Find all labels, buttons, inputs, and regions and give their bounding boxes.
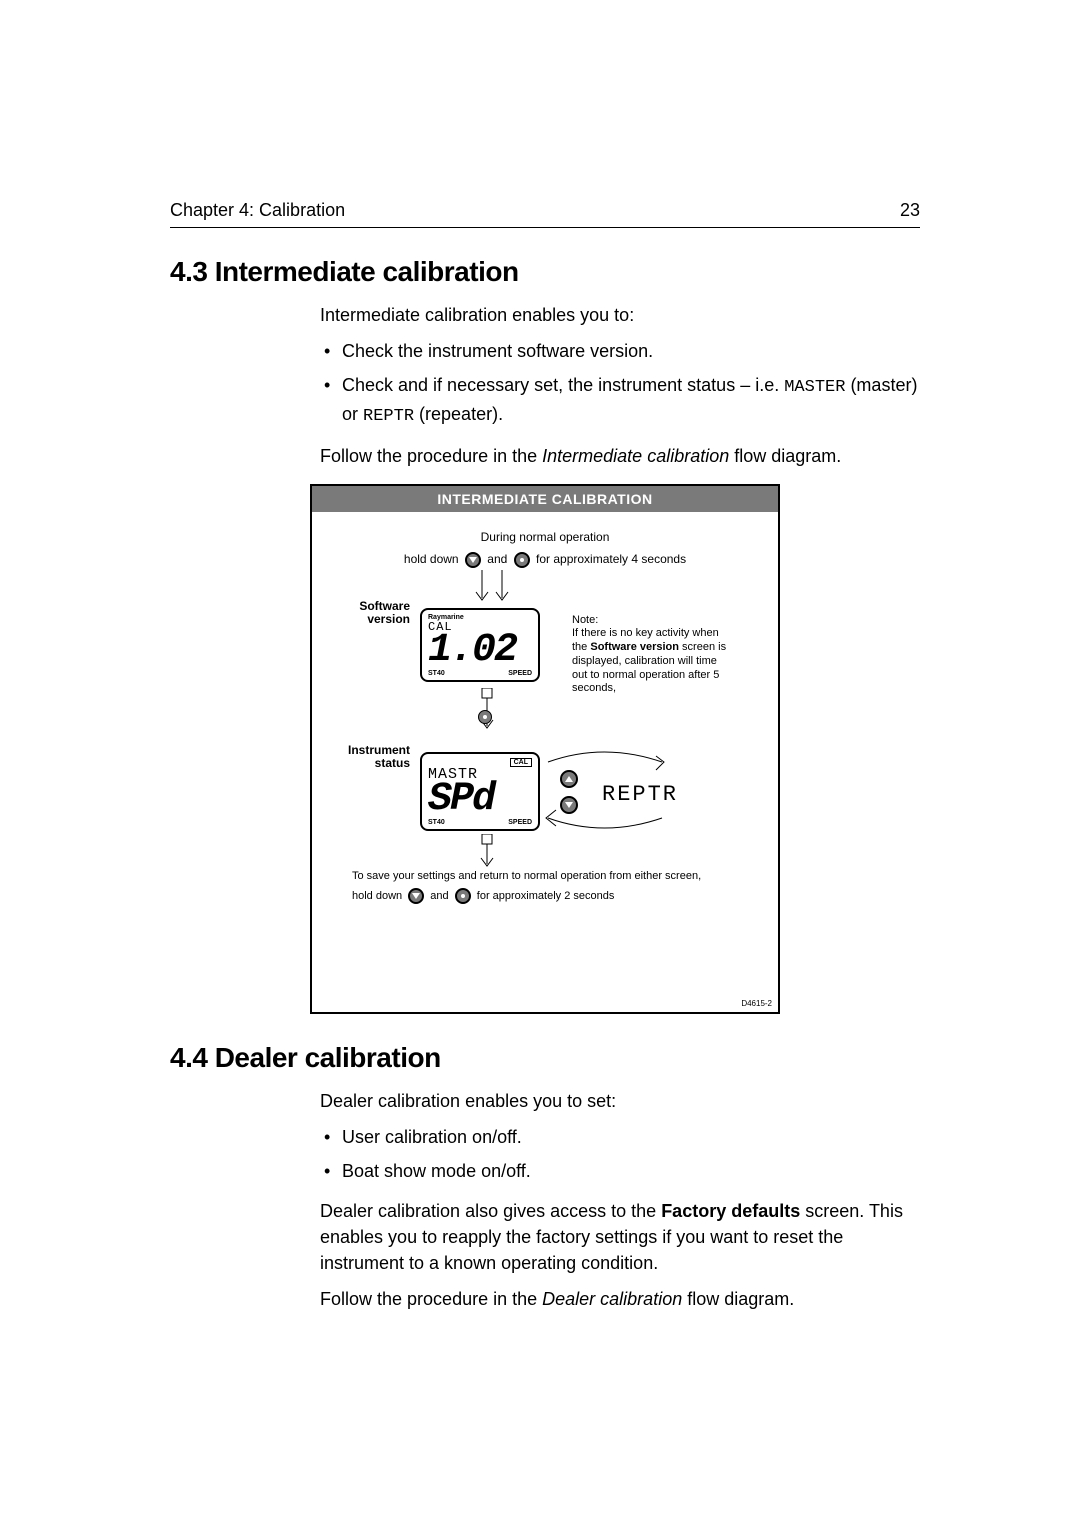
intermediate-calibration-diagram: INTERMEDIATE CALIBRATION During normal o… [310,484,780,1014]
save-post: for approximately 2 seconds [477,889,615,901]
section-4-4-intro: Dealer calibration enables you to set: [320,1088,920,1114]
diagram-hold-line: hold down and for approximately 4 second… [312,552,778,568]
diagram-body: During normal operation hold down and fo… [312,512,778,1012]
diagram-id: D4615-2 [741,999,772,1008]
page-header: Chapter 4: Calibration 23 [170,200,920,228]
arrow-3 [472,834,502,870]
list-item: Boat show mode on/off. [342,1158,920,1184]
diagram-save-line: To save your settings and return to norm… [352,870,758,882]
section-4-4-follow: Follow the procedure in the Dealer calib… [320,1286,920,1312]
lcd2-br: SPEED [508,819,532,826]
diagram-header: INTERMEDIATE CALIBRATION [312,486,778,512]
dot-button-icon-2 [455,888,471,904]
section-4-3-title: 4.3 Intermediate calibration [170,256,920,288]
section-4-4-body: Dealer calibration enables you to set: U… [320,1088,920,1313]
lcd-instrument-status: CAL MASTR SPd ST40 SPEED [420,752,540,831]
label-instrument-status: Instrumentstatus [322,744,410,772]
down-button-icon-3 [408,888,424,904]
label-software-version: Softwareversion [330,600,410,628]
arrow-1 [462,570,522,610]
section-4-4-title: 4.4 Dealer calibration [170,1042,920,1074]
hold-post: for approximately 4 seconds [536,552,686,566]
header-page-num: 23 [900,200,920,221]
note-title: Note: [572,614,598,626]
lcd1-value: 1.02 [428,633,532,669]
section-4-4-list: User calibration on/off. Boat show mode … [342,1124,920,1184]
lcd-software-version: Raymarine CAL 1.02 ST40 SPEED [420,608,540,682]
lcd1-br: SPEED [508,670,532,677]
lcd2-cal: CAL [510,758,532,767]
lcd2-value: SPd [428,782,532,818]
section-4-3-follow: Follow the procedure in the Intermediate… [320,443,920,469]
diagram-note: Note: If there is no key activity when t… [572,614,732,697]
p2bold: Factory defaults [661,1201,800,1221]
dot-button-mid-icon [478,710,492,724]
hold-mid: and [487,552,507,566]
list-item: Check the instrument software version. [342,338,920,364]
p2a: Dealer calibration also gives access to … [320,1201,661,1221]
page: Chapter 4: Calibration 23 4.3 Intermedia… [0,0,1080,1528]
hold-pre: hold down [404,552,459,566]
section-4-3-intro: Intermediate calibration enables you to: [320,302,920,328]
section-4-3-list: Check the instrument software version. C… [342,338,920,429]
list-item: User calibration on/off. [342,1124,920,1150]
header-left: Chapter 4: Calibration [170,200,345,221]
section-4-4-para2: Dealer calibration also gives access to … [320,1198,920,1276]
diagram-top-line: During normal operation [312,530,778,545]
save-mid: and [430,889,448,901]
list-item: Check and if necessary set, the instrume… [342,372,920,429]
save-pre: hold down [352,889,402,901]
diagram-save-hold: hold down and for approximately 2 second… [352,888,614,904]
section-4-3-body: Intermediate calibration enables you to:… [320,302,920,470]
lcd1-bl: ST40 [428,670,445,677]
dot-button-icon [514,552,530,568]
down-button-icon [465,552,481,568]
note-bold: Software version [590,641,679,653]
lcd2-bl: ST40 [428,819,445,826]
repeater-label: REPTR [602,782,678,807]
